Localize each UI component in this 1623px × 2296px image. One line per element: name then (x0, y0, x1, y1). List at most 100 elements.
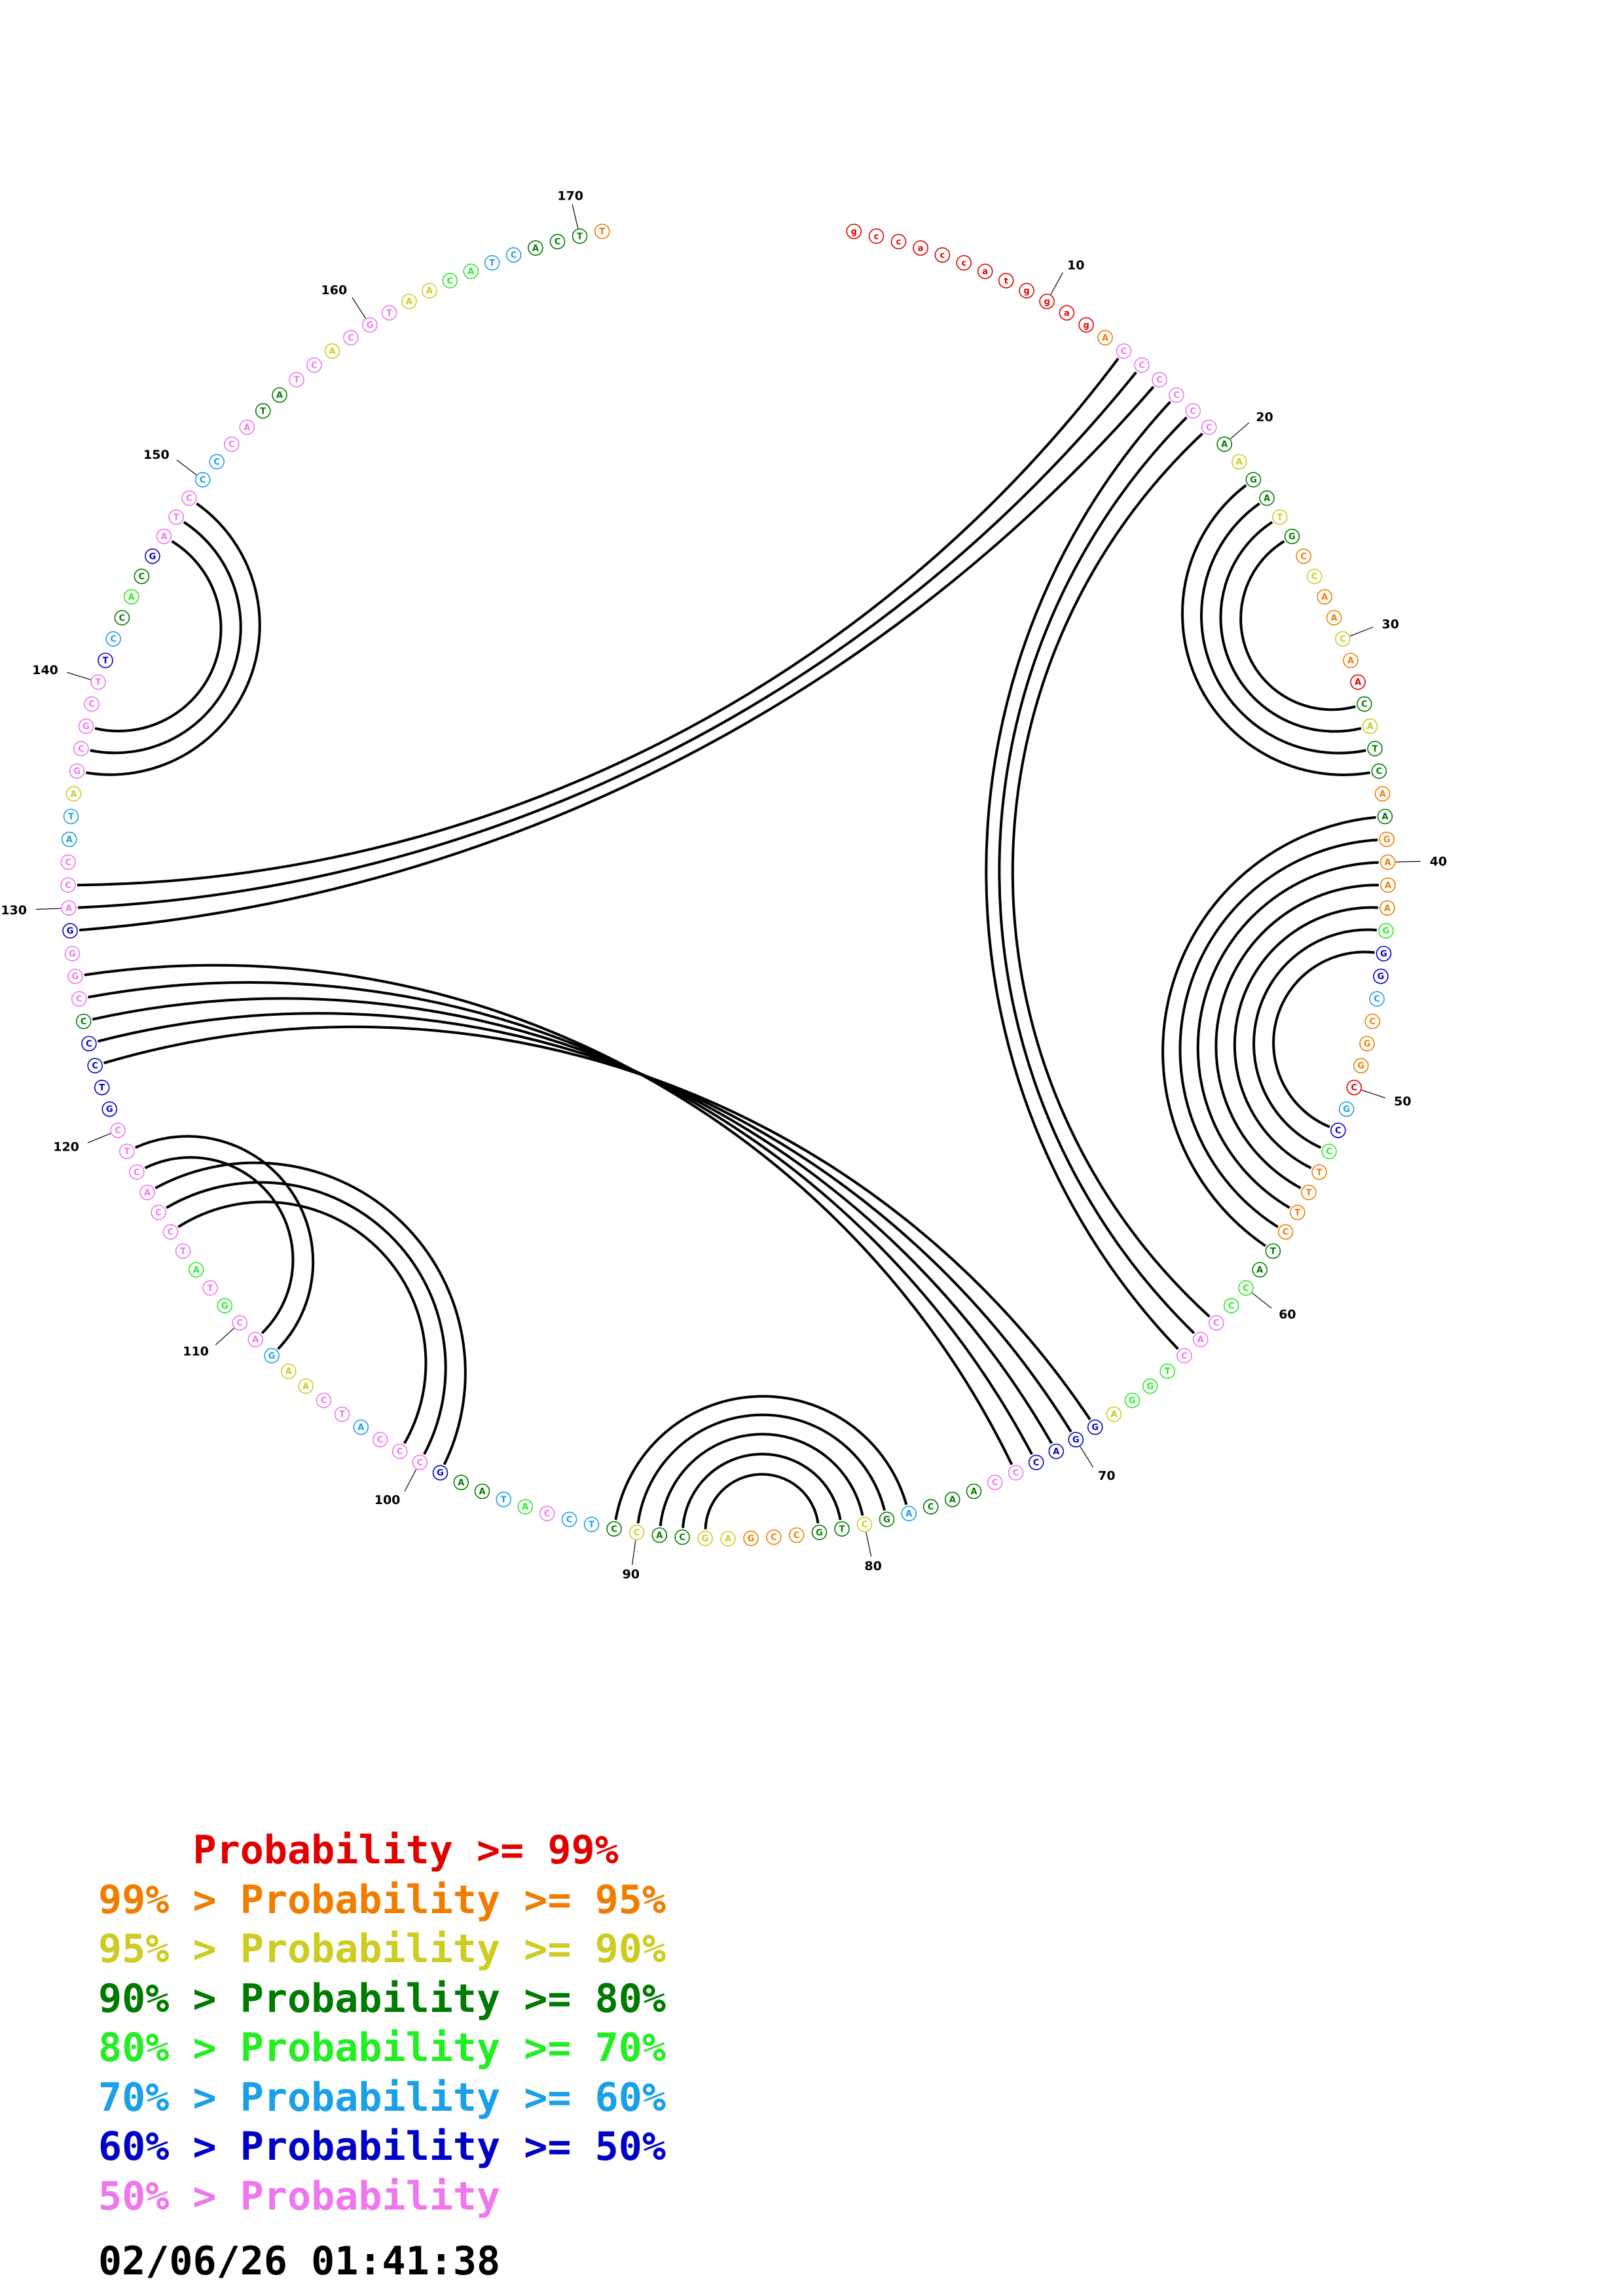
nucleotide-letter: T (489, 259, 495, 268)
nucleotide-circle (61, 900, 77, 916)
nucleotide-circle (134, 568, 150, 584)
nucleotide: C (1185, 403, 1201, 419)
nucleotide-letter: C (86, 1039, 92, 1049)
nucleotide: C (1152, 372, 1167, 388)
nucleotide: A (139, 1185, 155, 1200)
nucleotide-circle (1362, 718, 1378, 734)
nucleotide-letter: G (1146, 1382, 1154, 1391)
nucleotide-letter: T (208, 1283, 213, 1293)
nucleotide-letter: G (1288, 532, 1296, 542)
nucleotide-circle (629, 1524, 645, 1541)
nucleotide-circle (1369, 991, 1385, 1007)
legend-row: 80% > Probability >= 70% (98, 2025, 666, 2071)
nucleotide-letter: G (82, 722, 90, 732)
nucleotide: T (98, 653, 113, 668)
nucleotide: G (264, 1348, 280, 1364)
nucleotide-letter: G (1383, 835, 1391, 845)
nucleotide: A (61, 900, 77, 916)
nucleotide-letter: T (839, 1524, 845, 1534)
nucleotide: C (1224, 1298, 1239, 1314)
nucleotide-circle (1306, 568, 1322, 584)
nucleotide-circle (175, 1243, 191, 1259)
nucleotide-letter: C (311, 361, 318, 370)
nucleotide: C (1369, 991, 1385, 1007)
nucleotide-letter: C (1370, 1017, 1376, 1027)
nucleotide-letter: g (851, 227, 857, 237)
nucleotide-circle (372, 1431, 388, 1448)
nucleotide-circle (129, 1164, 145, 1180)
nucleotide: C (505, 247, 522, 263)
nucleotide-circle (1378, 923, 1394, 939)
nucleotide-circle (879, 1511, 895, 1528)
nucleotide-letter: A (1381, 812, 1388, 822)
nucleotide-letter: C (213, 457, 220, 467)
position-tick (632, 1540, 636, 1565)
nucleotide-letter: C (447, 276, 454, 286)
nucleotide-circle (151, 1204, 166, 1221)
position-label: 20 (1256, 410, 1273, 425)
nucleotide: T (1367, 741, 1383, 757)
nucleotide-letter: A (426, 287, 433, 296)
nucleotide-letter: C (511, 251, 517, 260)
nucleotide-letter: C (1190, 406, 1197, 416)
nucleotide: C (1201, 419, 1217, 435)
nucleotide-circle (1290, 1204, 1305, 1221)
nucleotide: C (1296, 548, 1311, 564)
nucleotide-letter: C (348, 333, 354, 343)
nucleotide-circle (1252, 1262, 1267, 1278)
nucleotide: T (1301, 1185, 1317, 1200)
nucleotide-letter: G (1129, 1396, 1136, 1406)
nucleotide: A (1343, 653, 1359, 668)
nucleotide-circle (87, 1058, 103, 1073)
position-label: 100 (374, 1493, 401, 1507)
nucleotide-circle (1106, 1406, 1122, 1422)
nucleotide: C (606, 1521, 622, 1537)
nucleotide-letter: C (1374, 995, 1380, 1005)
nucleotide-letter: T (99, 1083, 105, 1093)
nucleotide-letter: A (970, 1487, 977, 1497)
nucleotide-letter: A (1264, 494, 1270, 504)
nucleotide: A (720, 1531, 736, 1547)
nucleotide-circle (834, 1521, 850, 1537)
position-label: 110 (183, 1344, 209, 1359)
nucleotide: T (1265, 1243, 1281, 1259)
nucleotide-circle (264, 1348, 280, 1364)
nucleotide-letter: T (1270, 1247, 1276, 1257)
nucleotide-circle (1048, 1443, 1065, 1460)
nucleotide-letter: T (1317, 1168, 1322, 1177)
nucleotide-circle (1216, 436, 1232, 452)
nucleotide-circle (298, 1378, 314, 1394)
nucleotide-letter: A (244, 423, 250, 433)
nucleotide: g (1019, 283, 1034, 298)
nucleotide-circle (1374, 786, 1391, 802)
nucleotide: T (119, 1143, 135, 1159)
nucleotide-letter: A (1197, 1335, 1204, 1345)
nucleotide-letter: C (679, 1533, 685, 1543)
nucleotide-circle (697, 1530, 713, 1547)
nucleotide: G (1378, 923, 1394, 939)
nucleotide-circle (64, 946, 81, 961)
nucleotide: C (987, 1475, 1003, 1490)
nucleotide-letter: G (702, 1534, 709, 1544)
nucleotide: A (528, 240, 543, 256)
base-pair-arc (1272, 950, 1375, 1128)
nucleotide-letter: G (1357, 1062, 1364, 1071)
nucleotide-letter: A (1321, 592, 1328, 602)
nucleotide-circle (868, 228, 884, 244)
nucleotide-circle (1301, 1185, 1317, 1200)
nucleotide-circle (442, 272, 458, 289)
nucleotide-circle (1346, 1079, 1362, 1096)
nucleotide: A (124, 589, 139, 605)
nucleotide-circle (1142, 1378, 1158, 1394)
base-pair-arc (103, 1025, 1091, 1421)
base-pair-arc (88, 981, 1033, 1455)
nucleotide-circle (78, 718, 94, 734)
nucleotide-circle (913, 240, 928, 256)
nucleotide: C (1306, 568, 1322, 584)
nucleotide-letter: C (115, 1126, 121, 1136)
base-pair-arc (1181, 484, 1370, 776)
nucleotide-circle (209, 454, 225, 470)
base-pair-arc (79, 386, 1155, 932)
nucleotide-letter: G (69, 950, 76, 960)
nucleotide: a (1059, 305, 1075, 321)
